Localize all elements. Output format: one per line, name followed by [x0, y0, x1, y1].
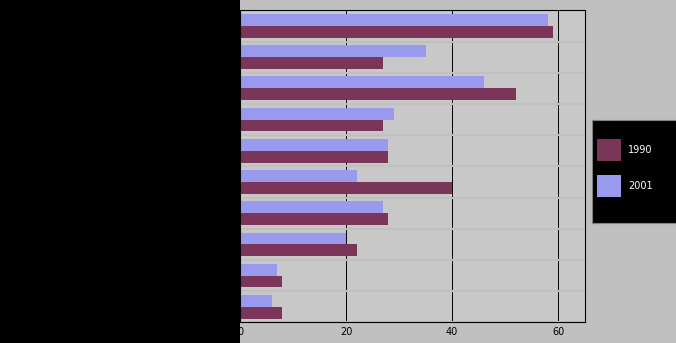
- Bar: [240, 201, 383, 213]
- Bar: [240, 57, 383, 69]
- Bar: [240, 295, 272, 307]
- Bar: [597, 139, 621, 161]
- Bar: [240, 245, 357, 256]
- Text: 2001: 2001: [629, 181, 653, 191]
- Bar: [240, 182, 452, 194]
- Bar: [240, 151, 389, 163]
- Text: 1990: 1990: [629, 145, 653, 155]
- Bar: [240, 276, 283, 287]
- Bar: [240, 45, 426, 57]
- Bar: [240, 108, 394, 120]
- Bar: [240, 139, 389, 151]
- Bar: [240, 76, 484, 88]
- Bar: [240, 14, 548, 26]
- Bar: [240, 307, 283, 319]
- Bar: [240, 26, 553, 38]
- Bar: [240, 170, 357, 182]
- Bar: [240, 88, 516, 100]
- Bar: [240, 264, 277, 276]
- Bar: [240, 120, 383, 131]
- Bar: [240, 233, 346, 244]
- Bar: [597, 175, 621, 197]
- Bar: [240, 213, 389, 225]
